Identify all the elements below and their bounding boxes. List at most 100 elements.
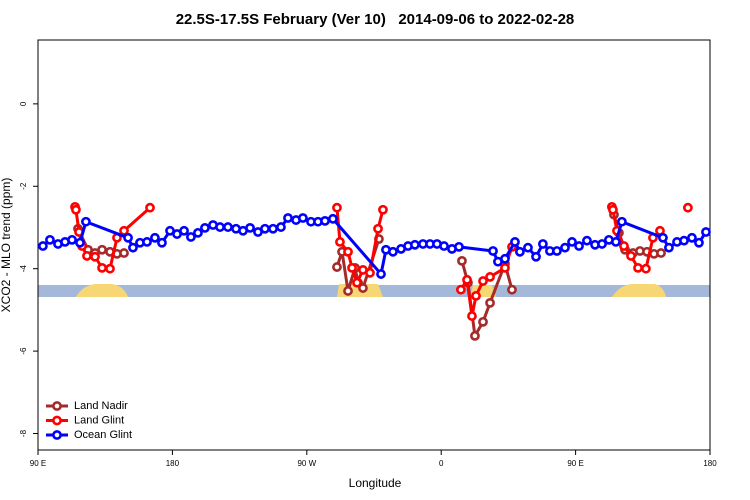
- y-tick-label: -8: [19, 429, 28, 437]
- legend-label: Land Nadir: [74, 400, 128, 412]
- data-point: [365, 267, 375, 278]
- data-point: [478, 276, 488, 286]
- data-point: [507, 284, 517, 295]
- data-point: [378, 204, 388, 215]
- data-point: [611, 237, 621, 247]
- data-point: [633, 262, 643, 273]
- data-point: [71, 204, 81, 215]
- data-point: [514, 246, 525, 257]
- data-point: [701, 227, 711, 237]
- data-point: [656, 248, 666, 258]
- data-point: [358, 283, 368, 293]
- data-point: [537, 239, 548, 249]
- data-point: [283, 213, 293, 223]
- data-point: [462, 274, 472, 285]
- x-tick-label: 180: [166, 459, 180, 468]
- x-tick-label: 90 E: [30, 459, 46, 468]
- data-point: [298, 213, 308, 223]
- data-point: [45, 234, 55, 245]
- x-tick-label: 180: [703, 459, 717, 468]
- data-point: [81, 216, 91, 227]
- data-point: [343, 246, 353, 257]
- data-point: [664, 242, 674, 253]
- data-point: [376, 269, 386, 279]
- data-point: [343, 286, 353, 296]
- data-point: [500, 262, 510, 273]
- data-point: [500, 253, 510, 264]
- chart-title: 22.5S-17.5S February (Ver 10) 2014-09-06…: [176, 11, 575, 28]
- data-point: [123, 232, 133, 243]
- data-point: [186, 232, 196, 242]
- data-point: [268, 223, 278, 234]
- data-point: [560, 242, 570, 253]
- x-tick-label: 90 W: [297, 459, 316, 468]
- data-point: [320, 215, 330, 226]
- y-tick-label: -4: [19, 265, 28, 273]
- data-point: [582, 235, 592, 246]
- data-point: [488, 246, 498, 256]
- data-point: [567, 237, 577, 247]
- data-point: [467, 311, 477, 321]
- land-patch: [612, 284, 666, 297]
- data-point: [471, 290, 481, 301]
- data-point: [145, 202, 155, 213]
- data-point: [260, 223, 270, 234]
- x-axis-label: Longitude: [349, 476, 402, 490]
- data-point: [193, 227, 203, 238]
- legend-label: Ocean Glint: [74, 429, 132, 441]
- data-point: [456, 284, 466, 295]
- y-tick-label: -6: [19, 347, 28, 355]
- legend: Land Nadir Land Glint Ocean Glint: [46, 400, 132, 441]
- data-point: [485, 272, 495, 282]
- data-point: [82, 251, 92, 261]
- data-point: [439, 241, 449, 251]
- data-point: [552, 246, 562, 256]
- data-point: [332, 202, 342, 213]
- data-point: [531, 251, 541, 262]
- data-point: [658, 232, 668, 243]
- data-point: [38, 241, 48, 251]
- plot-frame: [37, 39, 711, 451]
- data-point: [352, 277, 362, 288]
- data-point: [332, 262, 342, 272]
- data-point: [574, 241, 584, 251]
- data-point: [523, 242, 533, 253]
- series-line: [75, 207, 688, 316]
- data-point: [105, 263, 115, 274]
- data-point: [90, 251, 100, 262]
- data-point: [597, 239, 607, 249]
- land-patch: [76, 284, 128, 297]
- data-point: [328, 213, 338, 224]
- data-point: [619, 241, 629, 251]
- data-point: [215, 222, 225, 232]
- data-point: [373, 223, 383, 234]
- data-point: [179, 225, 189, 236]
- data-point: [276, 222, 286, 232]
- data-point: [410, 239, 420, 250]
- data-point: [223, 222, 233, 232]
- data-point: [97, 262, 107, 273]
- y-tick-label: -2: [19, 182, 28, 190]
- data-point: [510, 237, 520, 247]
- data-point: [128, 242, 138, 253]
- data-point: [119, 248, 129, 258]
- data-point: [682, 202, 693, 213]
- data-point: [245, 222, 255, 233]
- x-tick-label: 90 E: [567, 459, 583, 468]
- data-point: [457, 255, 467, 266]
- legend-label: Land Glint: [74, 414, 124, 426]
- data-point: [616, 216, 627, 227]
- data-point: [470, 330, 480, 341]
- y-axis-label: XCO2 - MLO trend (ppm): [0, 178, 13, 313]
- data-point: [200, 222, 210, 233]
- data-point: [641, 263, 651, 274]
- y-tick-label: 0: [19, 101, 28, 106]
- data-point: [626, 251, 636, 261]
- data-point: [388, 246, 398, 257]
- data-point: [97, 244, 107, 255]
- data-point: [119, 225, 129, 236]
- legend-marker: [52, 430, 62, 440]
- data-point: [687, 232, 697, 243]
- data-point: [142, 237, 152, 247]
